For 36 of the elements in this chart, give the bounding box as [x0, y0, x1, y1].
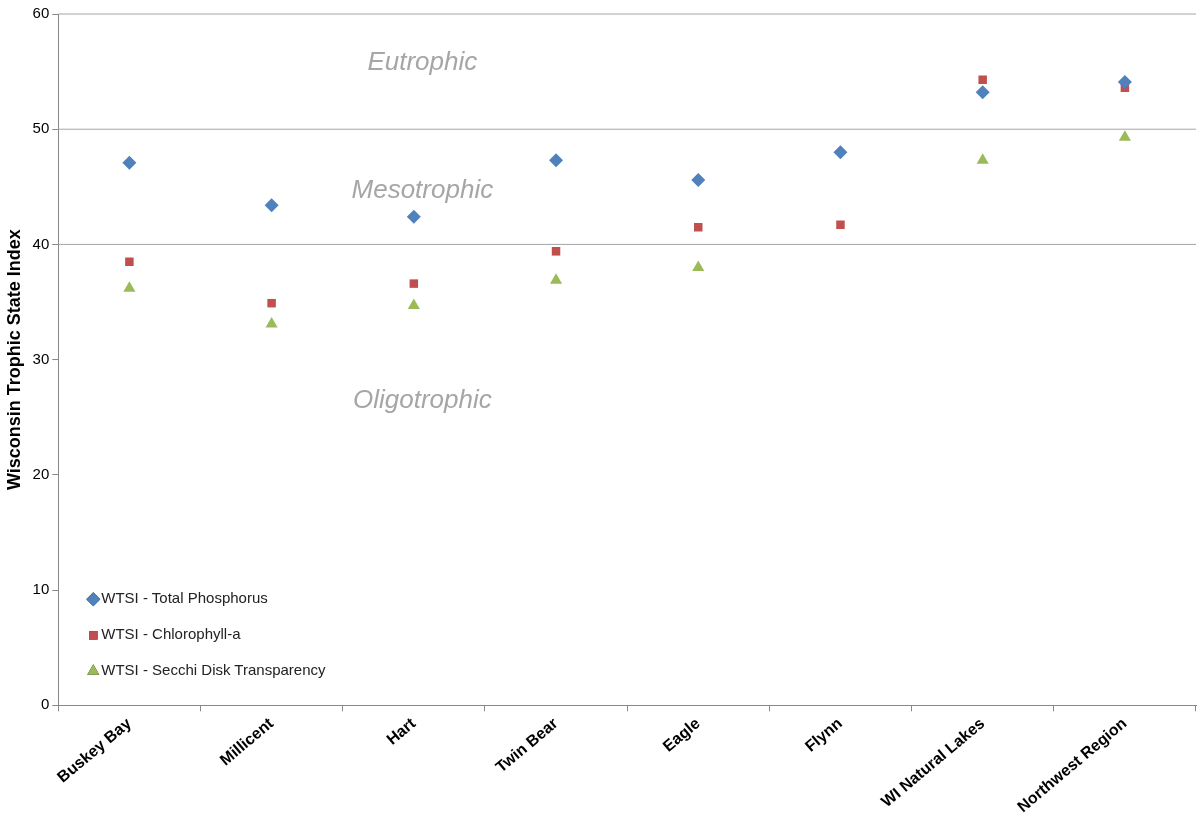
point [1117, 74, 1132, 89]
point [264, 198, 279, 213]
y-tick-label: 20 [32, 465, 50, 483]
y-tick-label: 50 [32, 119, 50, 137]
point [976, 153, 989, 164]
point [691, 172, 706, 187]
point [692, 260, 705, 271]
point [122, 155, 137, 170]
point [409, 279, 419, 288]
point [406, 209, 421, 224]
y-tick-label: 30 [32, 349, 50, 367]
point [1118, 130, 1131, 141]
point [549, 273, 563, 284]
point [978, 75, 987, 84]
legend-label: WTSI - Secchi Disk Transparency [101, 661, 327, 679]
x-tick-label: Hart [383, 713, 420, 748]
y-axis-title: Wisconsin Trophic State Index [3, 229, 24, 491]
annotation: Oligotrophic [352, 384, 492, 415]
annotation: Eutrophic [367, 45, 478, 76]
y-tick-label: 0 [40, 695, 50, 713]
y-tick-label: 40 [32, 234, 50, 252]
point [551, 247, 561, 256]
point [125, 257, 134, 266]
point [836, 220, 845, 230]
point [833, 145, 848, 160]
point [549, 153, 564, 168]
point [975, 85, 990, 100]
y-tick-label: 10 [32, 580, 50, 598]
point [267, 298, 276, 308]
point [265, 316, 278, 328]
point [123, 281, 136, 292]
legend-label: WTSI - Total Phosphorus [101, 589, 268, 607]
annotation: Mesotrophic [351, 173, 494, 204]
y-tick-label: 60 [32, 4, 50, 22]
point [407, 298, 420, 309]
legend-label: WTSI - Chlorophyll-a [101, 625, 242, 643]
